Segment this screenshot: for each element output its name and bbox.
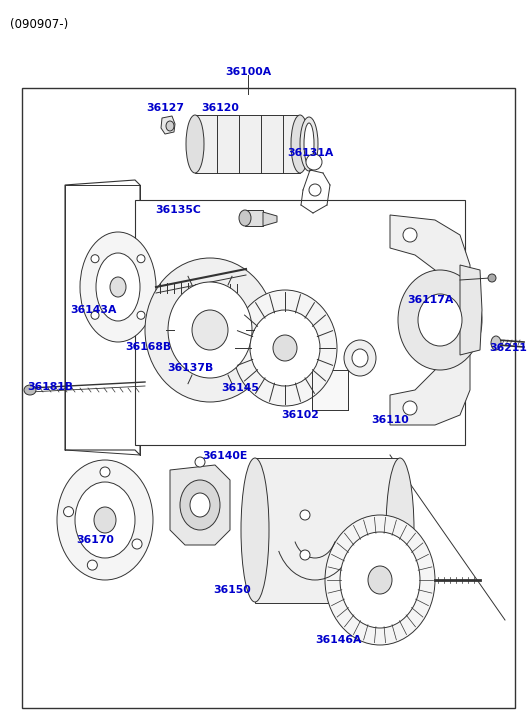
Ellipse shape xyxy=(340,532,420,628)
Ellipse shape xyxy=(241,458,269,602)
Circle shape xyxy=(132,539,142,549)
Bar xyxy=(312,370,348,410)
Text: 36170: 36170 xyxy=(76,535,114,545)
Ellipse shape xyxy=(166,121,174,131)
Text: 36145: 36145 xyxy=(221,383,259,393)
Text: 36150: 36150 xyxy=(213,585,251,595)
Text: (090907-): (090907-) xyxy=(10,18,68,31)
Text: 36137B: 36137B xyxy=(167,363,213,373)
Bar xyxy=(195,115,300,173)
Ellipse shape xyxy=(386,458,414,602)
Text: 36135C: 36135C xyxy=(155,205,201,215)
Text: 36143A: 36143A xyxy=(70,305,116,315)
Text: 36131A: 36131A xyxy=(287,148,333,158)
Ellipse shape xyxy=(110,277,126,297)
Ellipse shape xyxy=(306,154,322,170)
Ellipse shape xyxy=(190,493,210,517)
Ellipse shape xyxy=(233,290,337,406)
Circle shape xyxy=(403,228,417,242)
Text: 36211: 36211 xyxy=(489,343,527,353)
Bar xyxy=(22,88,515,708)
Polygon shape xyxy=(161,116,175,134)
Ellipse shape xyxy=(300,117,318,171)
Circle shape xyxy=(300,550,310,560)
Ellipse shape xyxy=(250,310,320,386)
Ellipse shape xyxy=(304,123,314,165)
Ellipse shape xyxy=(192,310,228,350)
Ellipse shape xyxy=(344,340,376,376)
Ellipse shape xyxy=(491,336,501,350)
Circle shape xyxy=(137,254,145,262)
Bar xyxy=(135,200,465,445)
Polygon shape xyxy=(460,265,482,355)
Polygon shape xyxy=(390,215,470,425)
Polygon shape xyxy=(263,212,277,226)
Text: 36102: 36102 xyxy=(281,410,319,420)
Circle shape xyxy=(300,510,310,520)
Circle shape xyxy=(91,311,99,319)
Ellipse shape xyxy=(145,258,275,402)
Ellipse shape xyxy=(291,115,309,173)
Ellipse shape xyxy=(80,232,156,342)
Ellipse shape xyxy=(180,480,220,530)
Text: 36120: 36120 xyxy=(201,103,239,113)
Circle shape xyxy=(137,311,145,319)
Polygon shape xyxy=(65,180,140,455)
Ellipse shape xyxy=(96,253,140,321)
Circle shape xyxy=(195,457,205,467)
Polygon shape xyxy=(170,465,230,545)
Ellipse shape xyxy=(418,294,462,346)
Ellipse shape xyxy=(398,270,482,370)
Circle shape xyxy=(91,254,99,262)
Ellipse shape xyxy=(57,460,153,580)
Ellipse shape xyxy=(168,282,252,378)
Bar xyxy=(255,458,400,603)
Text: 36110: 36110 xyxy=(371,415,409,425)
Ellipse shape xyxy=(239,210,251,226)
Circle shape xyxy=(403,401,417,415)
Text: 36181B: 36181B xyxy=(27,382,73,392)
Ellipse shape xyxy=(24,385,36,395)
Text: 36127: 36127 xyxy=(146,103,184,113)
Text: 36100A: 36100A xyxy=(225,67,271,77)
Text: 36117A: 36117A xyxy=(407,295,453,305)
Bar xyxy=(245,210,263,226)
Circle shape xyxy=(309,184,321,196)
Text: 36140E: 36140E xyxy=(202,451,247,461)
Circle shape xyxy=(63,507,73,517)
Ellipse shape xyxy=(186,115,204,173)
Ellipse shape xyxy=(368,566,392,594)
Text: 36168B: 36168B xyxy=(125,342,171,352)
Ellipse shape xyxy=(94,507,116,533)
Circle shape xyxy=(87,560,97,570)
Ellipse shape xyxy=(325,515,435,645)
Circle shape xyxy=(488,274,496,282)
Ellipse shape xyxy=(352,349,368,367)
Ellipse shape xyxy=(75,482,135,558)
Circle shape xyxy=(100,467,110,477)
Text: 36146A: 36146A xyxy=(315,635,361,645)
Ellipse shape xyxy=(273,335,297,361)
